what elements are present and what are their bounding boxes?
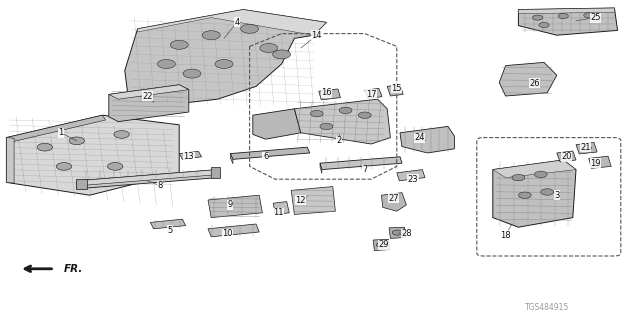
Text: 29: 29 — [379, 240, 389, 249]
Polygon shape — [493, 160, 576, 227]
Polygon shape — [77, 170, 221, 186]
Polygon shape — [518, 8, 614, 14]
Text: 22: 22 — [142, 92, 152, 100]
Polygon shape — [77, 170, 218, 189]
Text: 27: 27 — [388, 194, 399, 203]
Polygon shape — [253, 109, 301, 139]
Polygon shape — [319, 89, 340, 100]
Circle shape — [114, 131, 129, 138]
Polygon shape — [493, 160, 576, 178]
Text: 16: 16 — [321, 88, 332, 97]
Text: 17: 17 — [366, 90, 376, 99]
Text: 3: 3 — [554, 191, 559, 200]
Text: 1: 1 — [58, 128, 63, 137]
Text: 20: 20 — [561, 152, 572, 161]
Circle shape — [69, 137, 84, 145]
Polygon shape — [6, 115, 179, 195]
Text: TGS484915: TGS484915 — [525, 303, 570, 312]
Text: 12: 12 — [296, 196, 306, 204]
Circle shape — [512, 174, 525, 181]
Polygon shape — [6, 138, 14, 183]
Polygon shape — [230, 154, 233, 164]
Circle shape — [260, 44, 278, 52]
Text: 26: 26 — [529, 79, 540, 88]
Polygon shape — [389, 227, 406, 238]
Polygon shape — [125, 10, 326, 106]
Circle shape — [310, 110, 323, 117]
Polygon shape — [320, 157, 402, 170]
Text: 9: 9 — [228, 200, 233, 209]
Circle shape — [392, 230, 403, 235]
Polygon shape — [381, 193, 406, 211]
Text: 14: 14 — [312, 31, 322, 40]
Text: 25: 25 — [590, 13, 600, 22]
Circle shape — [534, 171, 547, 178]
Text: 15: 15 — [392, 84, 402, 92]
Polygon shape — [320, 163, 322, 173]
Circle shape — [518, 192, 531, 198]
Polygon shape — [208, 195, 262, 218]
Polygon shape — [499, 62, 557, 96]
Circle shape — [541, 189, 554, 195]
Circle shape — [56, 163, 72, 170]
Text: 8: 8 — [157, 181, 163, 190]
Circle shape — [376, 242, 387, 247]
Polygon shape — [397, 170, 425, 181]
Circle shape — [37, 143, 52, 151]
Polygon shape — [576, 142, 597, 154]
Bar — [211, 167, 220, 178]
Text: 24: 24 — [414, 133, 424, 142]
Text: 28: 28 — [401, 229, 412, 238]
Text: 7: 7 — [362, 165, 367, 174]
Bar — [76, 179, 87, 189]
Text: 11: 11 — [273, 208, 284, 217]
Text: FR.: FR. — [64, 264, 83, 274]
Circle shape — [108, 163, 123, 170]
Polygon shape — [557, 151, 576, 162]
Text: 18: 18 — [500, 231, 511, 240]
Polygon shape — [373, 239, 390, 251]
Polygon shape — [294, 99, 390, 144]
Circle shape — [202, 31, 220, 40]
Text: 5: 5 — [167, 226, 172, 235]
Text: 21: 21 — [580, 143, 591, 152]
Text: 2: 2 — [337, 136, 342, 145]
Circle shape — [539, 22, 549, 28]
Polygon shape — [109, 85, 189, 99]
Polygon shape — [400, 126, 454, 153]
Polygon shape — [230, 147, 310, 159]
Polygon shape — [387, 84, 403, 96]
Circle shape — [170, 40, 188, 49]
Circle shape — [358, 112, 371, 118]
Circle shape — [558, 13, 568, 19]
Polygon shape — [150, 219, 186, 229]
Text: 13: 13 — [184, 152, 194, 161]
Circle shape — [157, 60, 175, 68]
Polygon shape — [6, 115, 106, 142]
Circle shape — [581, 145, 591, 150]
Text: 23: 23 — [408, 175, 418, 184]
Circle shape — [241, 24, 259, 33]
Polygon shape — [208, 224, 259, 237]
Polygon shape — [273, 202, 289, 214]
Polygon shape — [291, 187, 335, 214]
Polygon shape — [138, 10, 326, 35]
Polygon shape — [365, 88, 382, 99]
Circle shape — [339, 107, 352, 114]
Circle shape — [215, 60, 233, 68]
Polygon shape — [589, 156, 611, 168]
Text: 6: 6 — [263, 152, 268, 161]
Circle shape — [273, 50, 291, 59]
Circle shape — [320, 123, 333, 130]
Circle shape — [532, 15, 543, 20]
Text: 10: 10 — [222, 229, 232, 238]
Circle shape — [584, 13, 594, 18]
Text: 4: 4 — [234, 18, 239, 27]
Text: 19: 19 — [590, 159, 600, 168]
Polygon shape — [179, 151, 202, 159]
Polygon shape — [518, 8, 618, 35]
Circle shape — [183, 69, 201, 78]
Polygon shape — [109, 85, 189, 122]
